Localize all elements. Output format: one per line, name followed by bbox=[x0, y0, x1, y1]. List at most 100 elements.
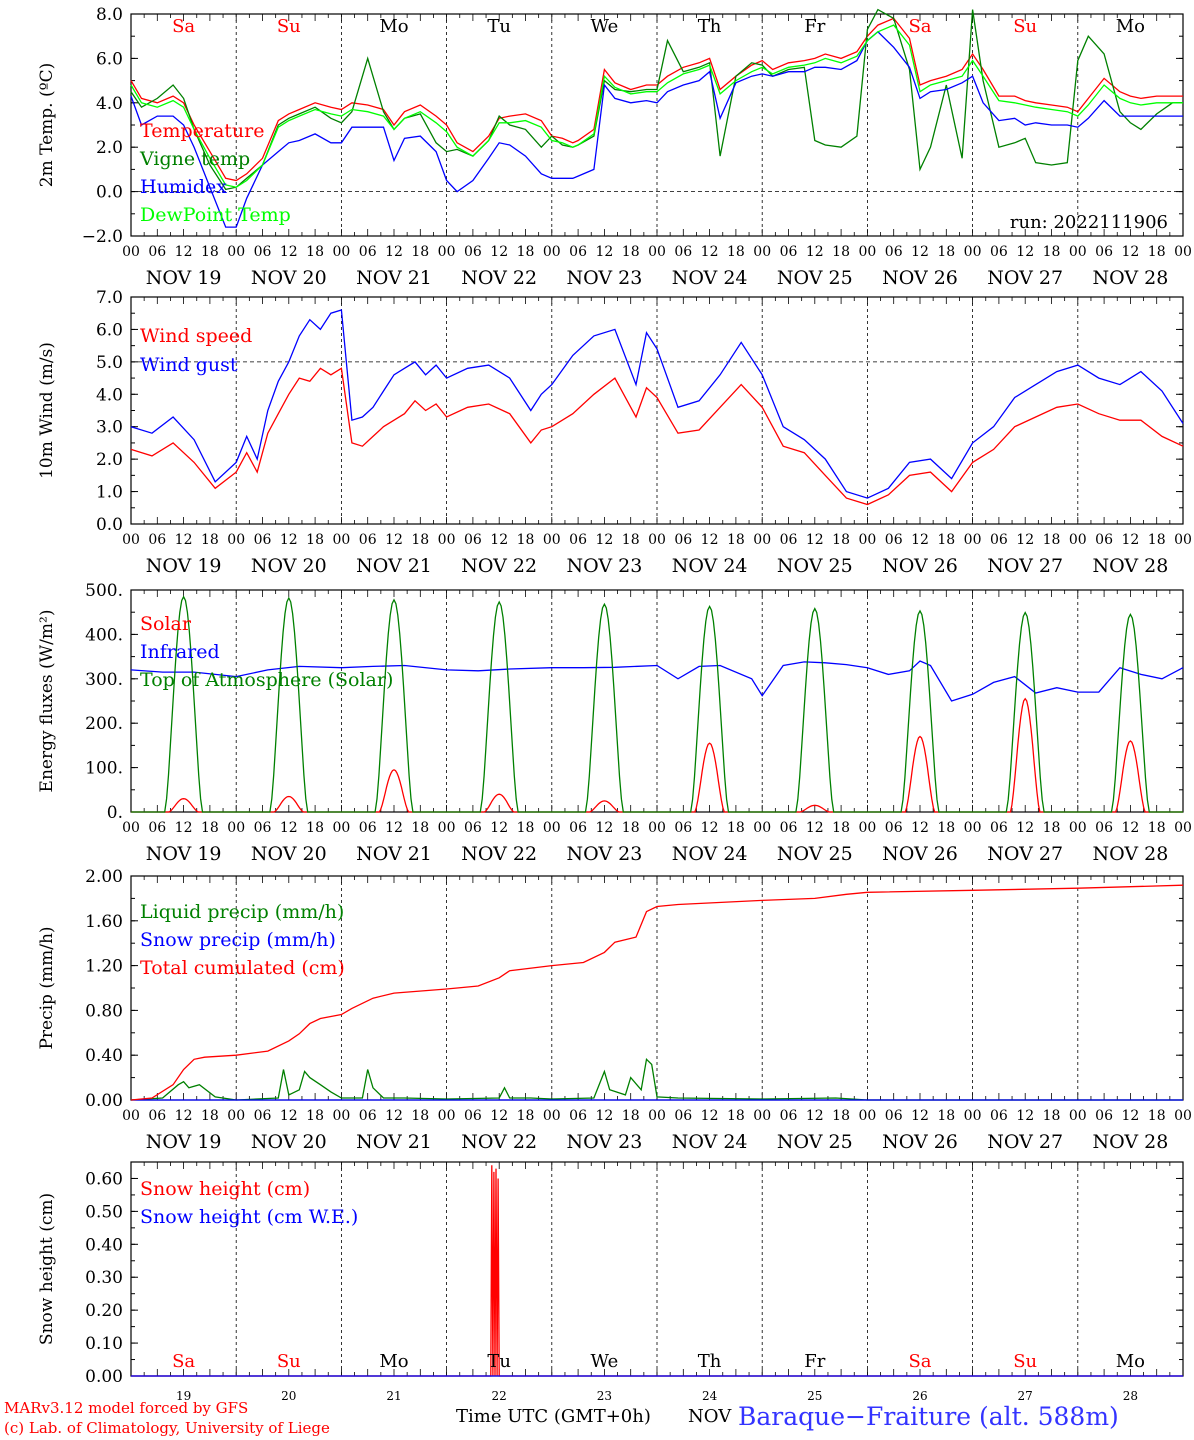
weekday-label: We bbox=[591, 16, 619, 37]
hour-tick-label: 06 bbox=[1095, 1108, 1113, 1124]
day-label: NOV 22 bbox=[461, 1131, 537, 1153]
day-label: NOV 26 bbox=[882, 555, 958, 577]
weekday-label: Fr bbox=[804, 1351, 825, 1372]
hour-tick-label: 18 bbox=[832, 820, 850, 836]
day-label: NOV 19 bbox=[146, 267, 222, 289]
day-label: NOV 27 bbox=[987, 555, 1063, 577]
hour-tick-label: 18 bbox=[517, 244, 535, 260]
hour-tick-label: 00 bbox=[753, 820, 771, 836]
hour-tick-label: 06 bbox=[780, 244, 798, 260]
day-label: NOV 20 bbox=[251, 1131, 327, 1153]
y-tick-label: 0.40 bbox=[85, 1046, 123, 1066]
hour-tick-label: 18 bbox=[937, 820, 955, 836]
y-tick-label: 1.20 bbox=[85, 957, 123, 977]
panel-1: 8.0 6.0 4.0 2.0 0.0 −2.0 2m Temp. (ºC) Temperat… bbox=[37, 5, 1192, 289]
hour-tick-label: 18 bbox=[517, 820, 535, 836]
hour-tick-label: 00 bbox=[227, 532, 245, 548]
hour-tick-label: 06 bbox=[1095, 244, 1113, 260]
hour-tick-label: 18 bbox=[622, 1108, 640, 1124]
hour-tick-label: 18 bbox=[306, 532, 324, 548]
hour-tick-label: 06 bbox=[148, 532, 166, 548]
hour-tick-label: 00 bbox=[438, 820, 456, 836]
hour-tick-label: 06 bbox=[148, 820, 166, 836]
y-tick-label: 0.60 bbox=[85, 1169, 123, 1189]
legend-item: Snow height (cm) bbox=[140, 1178, 310, 1200]
hour-tick-label: 00 bbox=[122, 1108, 140, 1124]
day-label: NOV 21 bbox=[356, 555, 432, 577]
day-label: NOV 25 bbox=[777, 843, 853, 865]
hour-tick-label: 00 bbox=[648, 820, 666, 836]
hour-tick-label: 06 bbox=[148, 244, 166, 260]
station-name: Baraque−Fraiture (alt. 588m) bbox=[738, 1402, 1119, 1431]
hour-tick-label: 00 bbox=[648, 244, 666, 260]
series-line-dewpoint-temp bbox=[130, 24, 1183, 188]
hour-tick-label: 12 bbox=[806, 532, 824, 548]
hour-tick-label: 06 bbox=[464, 532, 482, 548]
y-axis-label: Snow height (cm) bbox=[37, 1193, 57, 1345]
day-label: NOV 27 bbox=[987, 267, 1063, 289]
legend-item: Vigne temp bbox=[139, 148, 250, 170]
y-tick-label: 0.10 bbox=[85, 1334, 123, 1354]
hour-tick-label: 06 bbox=[1095, 532, 1113, 548]
y-tick-label: 4.0 bbox=[96, 385, 123, 405]
hour-tick-label: 18 bbox=[1148, 820, 1166, 836]
hour-tick-label: 12 bbox=[490, 532, 508, 548]
hour-tick-label: 00 bbox=[543, 244, 561, 260]
hour-tick-label: 06 bbox=[674, 244, 692, 260]
hour-tick-label: 18 bbox=[411, 532, 429, 548]
hour-tick-label: 12 bbox=[911, 1108, 929, 1124]
hour-tick-label: 00 bbox=[858, 244, 876, 260]
xaxis-label: Time UTC (GMT+0h) bbox=[456, 1406, 651, 1427]
hour-tick-label: 12 bbox=[490, 820, 508, 836]
hour-tick-label: 00 bbox=[1069, 820, 1087, 836]
y-tick-label: −2.0 bbox=[82, 227, 123, 247]
hour-tick-label: 18 bbox=[1148, 1108, 1166, 1124]
weekday-label: Tu bbox=[487, 1351, 511, 1372]
y-tick-label: 0.40 bbox=[85, 1235, 123, 1255]
day-label: NOV 23 bbox=[566, 555, 642, 577]
hour-tick-label: 06 bbox=[464, 820, 482, 836]
weekday-label: Su bbox=[1013, 1351, 1037, 1372]
hour-tick-label: 12 bbox=[701, 1108, 719, 1124]
hour-tick-label: 00 bbox=[227, 244, 245, 260]
series-line-humidex bbox=[130, 30, 1183, 228]
day-label: NOV 28 bbox=[1092, 1131, 1168, 1153]
hour-tick-label: 18 bbox=[201, 820, 219, 836]
hour-tick-label: 12 bbox=[701, 244, 719, 260]
day-label: NOV 25 bbox=[777, 267, 853, 289]
hour-tick-label: 12 bbox=[911, 244, 929, 260]
hour-tick-label: 06 bbox=[674, 820, 692, 836]
legend-item: Top of Atmosphere (Solar) bbox=[140, 669, 393, 691]
panel-5: 0.60 0.50 0.40 0.30 0.20 0.10 0.00 Snow height … bbox=[37, 1161, 1184, 1403]
hour-tick-label: 00 bbox=[332, 820, 350, 836]
series-line-vigne-temp bbox=[130, 8, 1183, 191]
hour-tick-label: 00 bbox=[648, 532, 666, 548]
hour-tick-label: 12 bbox=[806, 820, 824, 836]
hour-tick-label: 06 bbox=[254, 532, 272, 548]
hour-tick-label: 00 bbox=[1069, 532, 1087, 548]
hour-tick-label: 12 bbox=[1016, 532, 1034, 548]
day-label: NOV 28 bbox=[1092, 843, 1168, 865]
day-label: NOV 28 bbox=[1092, 267, 1168, 289]
hour-tick-label: 12 bbox=[1016, 1108, 1034, 1124]
hour-tick-label: 18 bbox=[622, 244, 640, 260]
model-credit: MARv3.12 model forced by GFS bbox=[4, 1399, 249, 1417]
day-label: NOV 26 bbox=[882, 267, 958, 289]
hour-tick-label: 06 bbox=[674, 532, 692, 548]
hour-tick-label: 06 bbox=[569, 532, 587, 548]
y-tick-label: 100. bbox=[85, 759, 123, 779]
hour-tick-label: 18 bbox=[727, 532, 745, 548]
hour-tick-label: 12 bbox=[175, 244, 193, 260]
hour-tick-label: 06 bbox=[254, 244, 272, 260]
hour-tick-label: 18 bbox=[411, 820, 429, 836]
hour-tick-label: 06 bbox=[990, 244, 1008, 260]
hour-tick-label: 00 bbox=[1069, 1108, 1087, 1124]
series-line-infrared bbox=[130, 660, 1184, 702]
weekday-label: Mo bbox=[379, 1351, 408, 1372]
y-tick-label: 200. bbox=[85, 714, 123, 734]
hour-tick-label: 06 bbox=[569, 1108, 587, 1124]
day-number-label: 20 bbox=[281, 1389, 296, 1403]
y-tick-label: 6.0 bbox=[96, 320, 123, 340]
hour-tick-label: 00 bbox=[438, 1108, 456, 1124]
